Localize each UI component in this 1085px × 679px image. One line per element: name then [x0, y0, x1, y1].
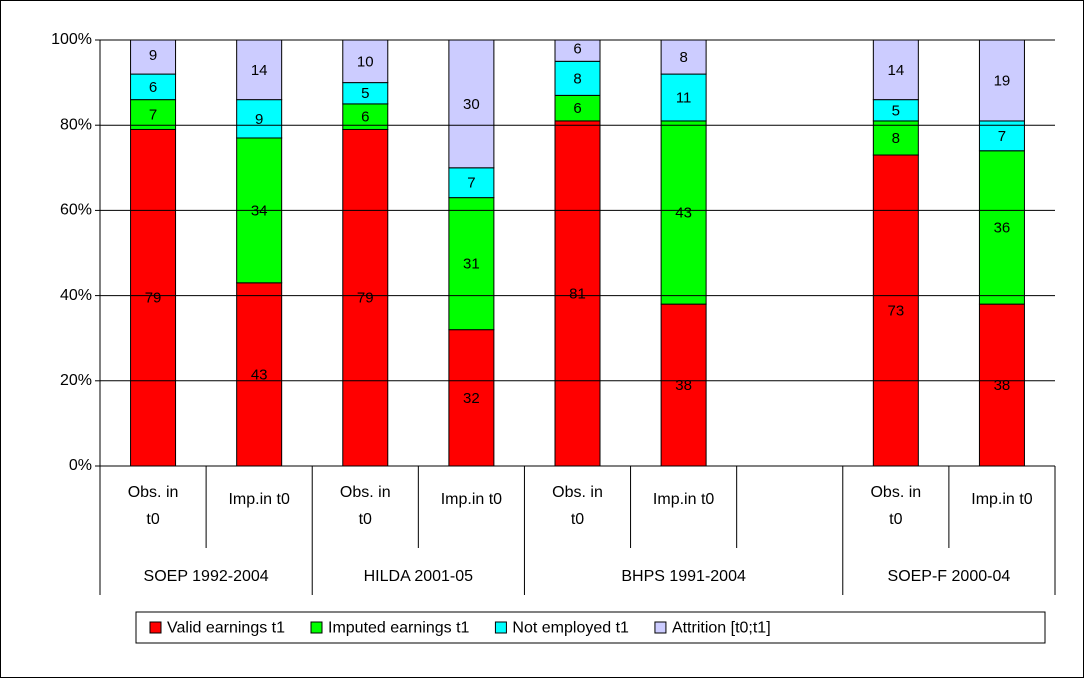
bar-segment [872, 154, 919, 466]
y-tick-label: 40% [60, 287, 92, 304]
data-label: 7 [467, 175, 475, 192]
data-label: 7 [998, 128, 1006, 145]
data-label: 19 [994, 72, 1011, 89]
bar-segment [236, 99, 283, 139]
legend-swatch [654, 621, 667, 634]
data-label: 43 [675, 204, 692, 221]
data-label: 5 [361, 85, 369, 102]
data-label: 9 [149, 47, 157, 64]
bar-segment [660, 40, 707, 75]
y-tick-label: 60% [60, 202, 92, 219]
data-label: 8 [573, 70, 581, 87]
bar-segment [130, 99, 177, 130]
x-tick-label: Obs. in t0 [552, 484, 603, 528]
bar-segment [448, 167, 495, 199]
legend-swatch [149, 621, 162, 634]
legend [135, 611, 1046, 644]
group-label: SOEP-F 2000-04 [888, 568, 1011, 585]
bar-segment [342, 128, 389, 466]
bar-segment [660, 120, 707, 305]
data-label: 14 [251, 62, 268, 79]
data-label: 30 [463, 96, 480, 113]
data-label: 79 [357, 290, 374, 307]
x-tick-label-line: t0 [359, 511, 372, 528]
legend-label: Valid earnings t1 [167, 620, 285, 637]
bar-segment [130, 128, 177, 466]
y-tick-label: 0% [69, 457, 92, 474]
x-tick-label: Obs. in t0 [128, 484, 179, 528]
bar-segment [342, 40, 389, 84]
x-tick-label: Imp.in t0 [971, 491, 1032, 508]
data-label: 8 [679, 49, 687, 66]
bar-segment [554, 94, 601, 122]
x-tick-label: Obs. in t0 [340, 484, 391, 528]
y-tick-label: 100% [51, 31, 92, 48]
data-label: 73 [887, 302, 904, 319]
data-label: 10 [357, 53, 374, 70]
x-tick-label-line: t0 [571, 511, 584, 528]
data-label: 38 [675, 377, 692, 394]
data-label: 14 [887, 62, 904, 79]
data-label: 79 [145, 290, 162, 307]
data-label: 11 [676, 89, 692, 106]
bar-segment [448, 197, 495, 331]
legend-label: Imputed earnings t1 [328, 620, 470, 637]
bar-segment [130, 40, 177, 75]
x-tick-label: Obs. in t0 [870, 484, 921, 528]
data-label: 38 [994, 377, 1011, 394]
bar-segment [978, 40, 1025, 122]
bar-segment [554, 120, 601, 466]
data-label: 6 [573, 100, 581, 117]
x-tick-label-line: Obs. in [340, 484, 391, 501]
bar-segment [554, 40, 601, 62]
x-tick-label: Imp.in t0 [228, 491, 289, 508]
data-label: 36 [994, 219, 1011, 236]
bar-segment [448, 329, 495, 466]
bar-segment [236, 282, 283, 466]
group-label: BHPS 1991-2004 [621, 568, 746, 585]
x-tick-label: Imp.in t0 [441, 491, 502, 508]
legend-swatch [310, 621, 323, 634]
y-tick-label: 80% [60, 116, 92, 133]
data-label: 34 [251, 202, 268, 219]
x-tick-label-line: Obs. in [870, 484, 921, 501]
plot-area [130, 40, 1025, 466]
x-tick-label-line: t0 [146, 511, 159, 528]
bar-segment [660, 73, 707, 122]
x-tick-label-line: t0 [889, 511, 902, 528]
bar-segment [554, 60, 601, 96]
legend-swatch [494, 621, 507, 634]
x-tick-label-line: Obs. in [128, 484, 179, 501]
data-label: 32 [463, 390, 480, 407]
group-label: HILDA 2001-05 [364, 568, 474, 585]
x-tick-label: Imp.in t0 [653, 491, 714, 508]
data-label: 9 [255, 111, 263, 128]
legend-label: Attrition [t0;t1] [672, 620, 771, 637]
bar-segment [978, 303, 1025, 466]
data-label: 7 [149, 107, 157, 124]
data-label: 81 [569, 285, 586, 302]
bar-segment [978, 150, 1025, 305]
data-label: 8 [892, 130, 900, 147]
bar-segment [236, 40, 283, 101]
x-tick-label-line: Obs. in [552, 484, 603, 501]
data-label: 6 [361, 109, 369, 126]
legend-label: Not employed t1 [512, 620, 629, 637]
bar-segment [448, 40, 495, 169]
data-label: 5 [892, 102, 900, 119]
y-tick-label: 20% [60, 372, 92, 389]
data-label: 6 [149, 79, 157, 96]
data-label: 6 [573, 40, 581, 57]
data-label: 43 [251, 366, 268, 383]
group-label: SOEP 1992-2004 [144, 568, 269, 585]
data-label: 31 [463, 256, 480, 273]
bar-segment [872, 40, 919, 101]
